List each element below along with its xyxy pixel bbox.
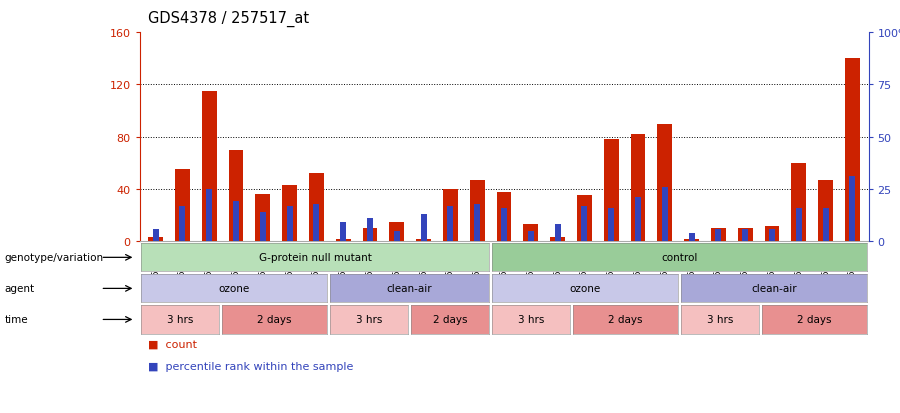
Bar	[791, 164, 806, 242]
Bar	[153, 229, 158, 242]
Bar	[390, 222, 404, 242]
Bar	[363, 228, 377, 242]
Bar	[447, 206, 454, 242]
Bar	[474, 204, 480, 242]
Bar	[635, 198, 641, 242]
Text: 3 hrs: 3 hrs	[518, 315, 544, 325]
Text: control: control	[662, 253, 698, 263]
Bar	[604, 140, 618, 242]
Bar	[175, 170, 190, 242]
Bar	[229, 150, 243, 242]
Bar	[662, 188, 668, 242]
Text: ozone: ozone	[219, 284, 249, 294]
Bar	[260, 212, 265, 242]
Bar	[711, 228, 725, 242]
Bar	[202, 92, 217, 242]
Text: agent: agent	[4, 284, 34, 294]
Bar	[443, 190, 458, 242]
Bar	[524, 225, 538, 242]
Bar	[394, 231, 400, 242]
Bar	[416, 239, 431, 242]
Bar	[550, 238, 565, 242]
Bar	[845, 59, 859, 242]
Text: G-protein null mutant: G-protein null mutant	[258, 253, 372, 263]
Bar	[367, 218, 373, 242]
Bar	[497, 192, 511, 242]
Text: clean-air: clean-air	[387, 284, 432, 294]
Bar	[256, 195, 270, 242]
Bar	[818, 180, 833, 242]
Bar	[631, 135, 645, 242]
Text: ozone: ozone	[570, 284, 600, 294]
Bar	[340, 223, 346, 242]
Text: 3 hrs: 3 hrs	[356, 315, 382, 325]
Bar	[554, 225, 561, 242]
Bar	[796, 208, 802, 242]
Text: 2 days: 2 days	[257, 315, 292, 325]
Bar	[336, 239, 351, 242]
Text: 3 hrs: 3 hrs	[706, 315, 733, 325]
Bar	[850, 177, 855, 242]
Text: 2 days: 2 days	[433, 315, 467, 325]
Bar	[501, 208, 507, 242]
Text: ■  percentile rank within the sample: ■ percentile rank within the sample	[148, 361, 354, 371]
Bar	[420, 214, 427, 242]
Bar	[148, 238, 163, 242]
Bar	[286, 206, 292, 242]
Bar	[684, 239, 699, 242]
Bar	[528, 231, 534, 242]
Bar	[823, 208, 829, 242]
Bar	[581, 206, 588, 242]
Text: 3 hrs: 3 hrs	[166, 315, 194, 325]
Text: genotype/variation: genotype/variation	[4, 253, 104, 263]
Bar	[742, 229, 748, 242]
Text: clean-air: clean-air	[752, 284, 796, 294]
Bar	[657, 124, 672, 242]
Bar	[313, 204, 320, 242]
Text: 2 days: 2 days	[797, 315, 832, 325]
Bar	[233, 202, 238, 242]
Text: ■  count: ■ count	[148, 339, 197, 349]
Bar	[770, 229, 775, 242]
Bar	[309, 174, 324, 242]
Text: 2 days: 2 days	[608, 315, 643, 325]
Bar	[765, 226, 779, 242]
Bar	[688, 233, 695, 242]
Bar	[206, 190, 212, 242]
Bar	[283, 185, 297, 242]
Bar	[470, 180, 484, 242]
Text: time: time	[4, 315, 28, 325]
Bar	[608, 208, 614, 242]
Bar	[738, 228, 752, 242]
Bar	[716, 229, 722, 242]
Bar	[577, 196, 592, 242]
Text: GDS4378 / 257517_at: GDS4378 / 257517_at	[148, 10, 310, 26]
Bar	[179, 206, 185, 242]
